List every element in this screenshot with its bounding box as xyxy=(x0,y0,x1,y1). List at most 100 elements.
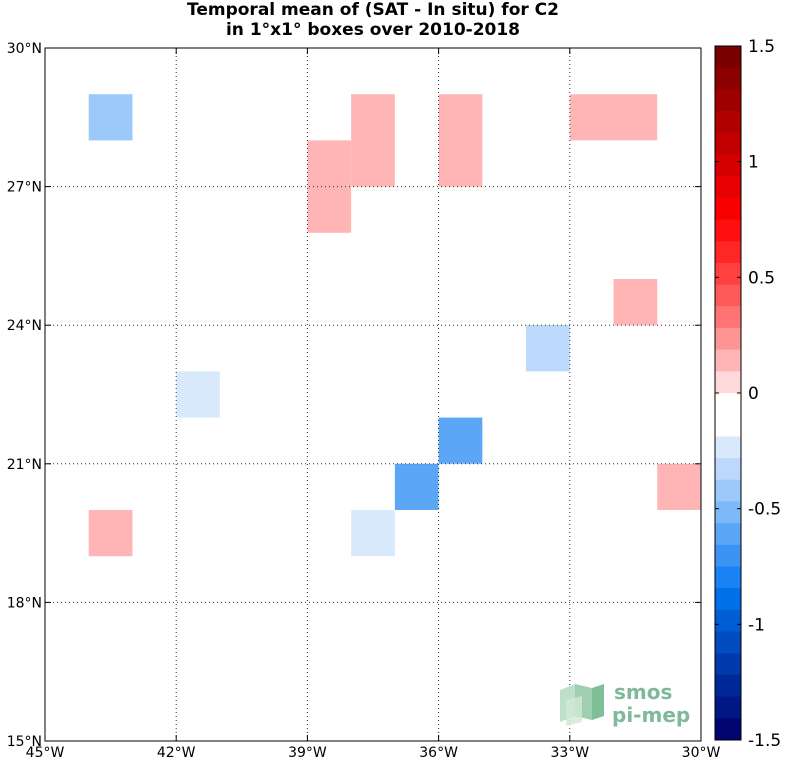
y-axis: 15°N 18°N 21°N 24°N 27°N 30°N xyxy=(7,41,701,750)
x-tick-label: 45°W xyxy=(26,745,65,760)
heatmap-cell xyxy=(526,325,570,372)
heatmap-cell xyxy=(569,94,614,141)
heatmap-cell xyxy=(613,279,658,326)
x-tick-label: 39°W xyxy=(288,745,327,760)
smos-pimep-logo: smos pi-mep xyxy=(560,680,690,727)
chart-title: Temporal mean of (SAT - In situ) for C2 xyxy=(187,0,559,20)
heatmap-cell xyxy=(351,463,395,510)
colorbar-swatch xyxy=(715,132,741,155)
heatmap-cell xyxy=(263,48,308,95)
heatmap-cell xyxy=(219,417,264,464)
heatmap-cell xyxy=(132,48,177,95)
colorbar-swatch xyxy=(715,176,741,199)
heatmap-cell xyxy=(438,510,483,557)
heatmap-cell xyxy=(132,417,177,464)
y-tick-label: 15°N xyxy=(7,734,42,750)
grid-lines xyxy=(45,48,701,741)
colorbar-swatch xyxy=(715,458,741,481)
colorbar-tick-label: 1.5 xyxy=(748,37,775,57)
logo-text-smos: smos xyxy=(614,680,672,704)
heatmap-cell xyxy=(263,556,308,603)
colorbar-swatch xyxy=(715,588,741,611)
heatmap-cell xyxy=(88,94,133,141)
colorbar-tick-label: 0 xyxy=(748,384,759,404)
colorbar-swatch xyxy=(715,479,741,502)
colorbar-swatch xyxy=(715,219,741,242)
y-tick-label: 30°N xyxy=(7,41,42,57)
heatmap-cell xyxy=(132,371,177,418)
heatmap-cell xyxy=(351,556,395,603)
heatmap-cell xyxy=(88,325,133,372)
colorbar-ticks: 1.5 1 0.5 0 -0.5 -1 -1.5 xyxy=(715,37,781,751)
heatmap-cell xyxy=(307,602,352,649)
colorbar-swatch xyxy=(715,241,741,264)
heatmap-cell xyxy=(307,48,352,95)
heatmap-cell xyxy=(219,371,264,418)
logo-mark-icon xyxy=(560,684,604,726)
colorbar-swatch xyxy=(715,696,741,719)
heatmap-cell xyxy=(176,371,220,418)
x-tick-label: 30°W xyxy=(682,745,721,760)
y-tick-label: 21°N xyxy=(7,457,42,473)
heatmap-cell xyxy=(307,186,352,233)
heatmap-cell xyxy=(438,94,483,141)
colorbar-swatch xyxy=(715,393,741,416)
heatmap-cell xyxy=(394,463,439,510)
heatmap-cell xyxy=(394,417,439,464)
logo-text-pimep: pi-mep xyxy=(612,703,690,727)
x-axis: 45°W 42°W 39°W 36°W 33°W 30°W xyxy=(26,48,721,760)
colorbar-swatch xyxy=(715,653,741,676)
heatmap-cell xyxy=(657,94,701,141)
colorbar xyxy=(714,45,742,741)
heatmap-cell xyxy=(307,140,352,187)
y-tick-label: 24°N xyxy=(7,318,42,334)
x-tick-label: 33°W xyxy=(550,745,589,760)
heatmap-cell xyxy=(613,94,658,141)
heatmap-cell xyxy=(438,417,483,464)
heatmap-cell xyxy=(482,510,527,557)
colorbar-swatch xyxy=(715,544,741,567)
colorbar-tick-label: -1 xyxy=(748,615,765,635)
colorbar-swatch xyxy=(715,631,741,654)
heatmap-cell xyxy=(569,279,614,326)
colorbar-tick-label: -1.5 xyxy=(748,731,781,751)
x-tick-label: 42°W xyxy=(157,745,196,760)
colorbar-swatch xyxy=(715,349,741,372)
colorbar-swatch xyxy=(715,674,741,698)
colorbar-tick-label: 1 xyxy=(748,153,759,173)
heatmap-cell xyxy=(482,371,527,418)
heatmap-cell xyxy=(263,279,308,326)
colorbar-swatch xyxy=(715,718,741,741)
heatmap-cell xyxy=(219,602,264,649)
colorbar-swatch xyxy=(715,566,741,589)
colorbar-swatch xyxy=(715,67,741,90)
heatmap-cell xyxy=(351,140,395,187)
colorbar-swatch xyxy=(715,609,741,633)
colorbar-swatch xyxy=(715,46,741,69)
heatmap-cells xyxy=(88,48,701,741)
heatmap-cell xyxy=(219,325,264,372)
plot-frame xyxy=(44,47,702,742)
heatmap-cell xyxy=(613,232,658,279)
heatmap-cell xyxy=(351,94,395,141)
heatmap-cell xyxy=(438,371,483,418)
heatmap-cell xyxy=(438,140,483,187)
colorbar-swatch xyxy=(715,414,741,437)
heatmap-cell xyxy=(132,694,177,741)
heatmap-cell xyxy=(351,510,395,557)
heatmap-cell xyxy=(176,325,220,372)
heatmap-cell xyxy=(88,510,133,557)
heatmap-cell xyxy=(176,648,220,695)
colorbar-swatch xyxy=(715,284,741,307)
colorbar-swatch xyxy=(715,262,741,286)
colorbar-swatch xyxy=(715,501,741,524)
y-tick-label: 27°N xyxy=(7,180,42,196)
colorbar-swatch xyxy=(715,111,741,134)
y-tick-label: 18°N xyxy=(7,595,42,611)
heatmap-cell xyxy=(657,463,701,510)
x-tick-label: 36°W xyxy=(419,745,458,760)
colorbar-swatch xyxy=(715,306,741,329)
colorbar-swatch xyxy=(715,89,741,112)
chart-subtitle: in 1°x1° boxes over 2010-2018 xyxy=(225,20,521,40)
